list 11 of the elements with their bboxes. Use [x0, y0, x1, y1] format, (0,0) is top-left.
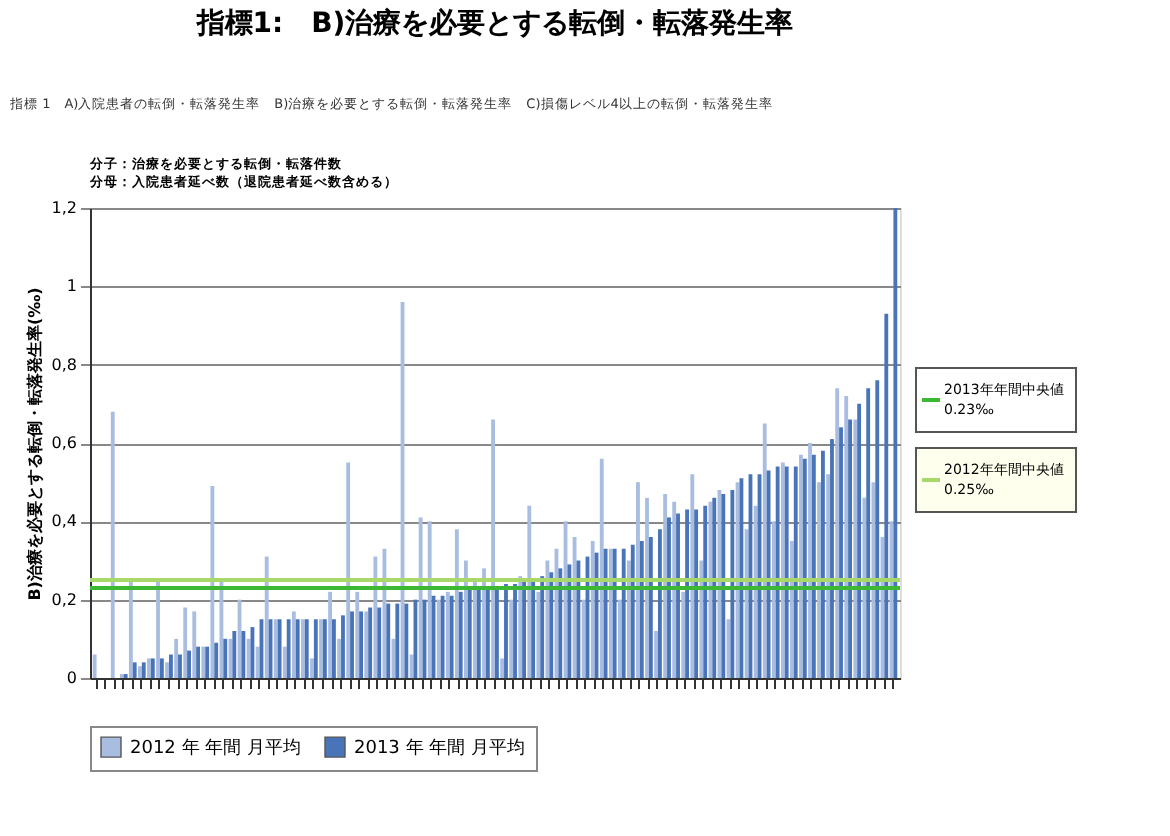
y-tick-label: 0,2 [51, 590, 77, 609]
legend-label: 2013 年 年間 月平均 [354, 737, 525, 760]
y-tick-label: 0,6 [51, 434, 77, 452]
y-tick-label: 0,4 [51, 512, 77, 531]
chart-title: 指標1: B)治療を必要とする転倒・転落発生率 [194, 6, 794, 40]
y-tick-label: 0,8 [51, 355, 77, 374]
y-axis-title: B)治療を必要とする転倒・転落発生率(‰) [23, 287, 44, 601]
y-tick-label: 1,2 [51, 199, 77, 217]
y-tick-label: 1 [66, 277, 77, 296]
legend-label: 2012 年 年間 月平均 [130, 737, 301, 760]
y-tick-label: 0 [66, 669, 77, 687]
